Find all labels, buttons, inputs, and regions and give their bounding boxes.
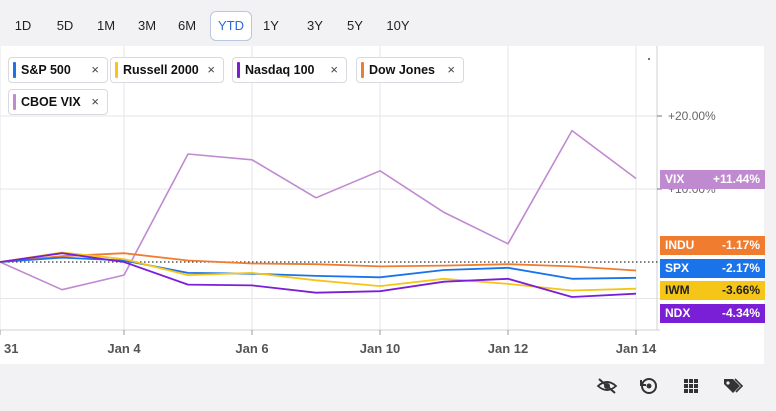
legend-chip-label: Nasdaq 100 <box>245 63 315 77</box>
legend-chip[interactable]: S&P 500 × <box>8 57 108 83</box>
range-button-1y[interactable]: 1Y <box>263 18 279 33</box>
remove-series-icon[interactable]: × <box>330 62 338 77</box>
legend-chip-label: Dow Jones <box>369 63 435 77</box>
value-tag-spx: SPX -2.17% <box>660 259 765 278</box>
legend-chip[interactable]: Nasdaq 100 × <box>232 57 347 83</box>
range-button-10y[interactable]: 10Y <box>386 18 410 33</box>
series-line <box>0 252 637 272</box>
x-tick-label: Jan 6 <box>235 341 268 356</box>
value-tag-percent: -1.17% <box>721 238 760 252</box>
tags-icon[interactable] <box>722 376 744 396</box>
value-tag-percent: -2.17% <box>721 261 760 275</box>
series-line <box>0 252 637 298</box>
value-tag-symbol: INDU <box>665 238 695 252</box>
x-tick-label: Jan 14 <box>616 341 657 356</box>
series-color-swatch <box>361 62 364 78</box>
range-button-1m[interactable]: 1M <box>96 18 116 33</box>
value-tag-vix: VIX +11.44% <box>660 170 765 189</box>
crosshair-marker <box>648 58 650 60</box>
visibility-off-icon[interactable] <box>596 376 618 396</box>
value-tag-percent: -4.34% <box>721 306 760 320</box>
legend-chip[interactable]: Dow Jones × <box>356 57 464 83</box>
value-tag-iwm: IWM -3.66% <box>660 281 765 300</box>
series-line <box>0 129 637 291</box>
x-tick-label: Jan 4 <box>107 341 141 356</box>
range-button-3m[interactable]: 3M <box>137 18 157 33</box>
reset-icon[interactable] <box>638 376 660 396</box>
value-tag-symbol: VIX <box>665 172 685 186</box>
legend-chip-label: S&P 500 <box>21 63 71 77</box>
value-tag-percent: +11.44% <box>712 172 760 186</box>
series-line <box>0 256 637 280</box>
chart-area <box>0 46 764 364</box>
value-tag-symbol: NDX <box>665 306 691 320</box>
y-tick-label: +20.00% <box>668 109 716 123</box>
legend-chip-label: CBOE VIX <box>21 95 81 109</box>
series-color-swatch <box>115 62 118 78</box>
value-tag-symbol: SPX <box>665 261 690 275</box>
legend-chip-label: Russell 2000 <box>123 63 199 77</box>
value-tag-ndx: NDX -4.34% <box>660 304 765 323</box>
legend-chip[interactable]: Russell 2000 × <box>110 57 224 83</box>
remove-series-icon[interactable]: × <box>447 62 455 77</box>
remove-series-icon[interactable]: × <box>207 62 215 77</box>
range-button-5y[interactable]: 5Y <box>347 18 363 33</box>
range-toolbar: 1D 5D 1M 3M 6M YTD 1Y 3Y 5Y 10Y <box>0 0 776 46</box>
x-tick-label: Jan 12 <box>488 341 528 356</box>
range-button-3y[interactable]: 3Y <box>307 18 323 33</box>
remove-series-icon[interactable]: × <box>91 62 99 77</box>
remove-series-icon[interactable]: × <box>91 94 99 109</box>
range-button-5d[interactable]: 5D <box>56 18 74 33</box>
series-color-swatch <box>13 62 16 78</box>
legend-chip[interactable]: CBOE VIX × <box>8 89 108 115</box>
grid-icon[interactable] <box>680 376 702 396</box>
range-button-ytd[interactable]: YTD <box>210 11 252 41</box>
value-tag-percent: -3.66% <box>721 283 760 297</box>
x-tick-label: 31 <box>4 341 18 356</box>
series-line <box>0 251 637 292</box>
value-tag-indu: INDU -1.17% <box>660 236 765 255</box>
value-tag-symbol: IWM <box>665 283 690 297</box>
series-color-swatch <box>13 94 16 110</box>
range-button-6m[interactable]: 6M <box>177 18 197 33</box>
range-button-1d[interactable]: 1D <box>14 18 32 33</box>
series-color-swatch <box>237 62 240 78</box>
x-tick-label: Jan 10 <box>360 341 400 356</box>
chart-tools-bar <box>0 364 776 411</box>
